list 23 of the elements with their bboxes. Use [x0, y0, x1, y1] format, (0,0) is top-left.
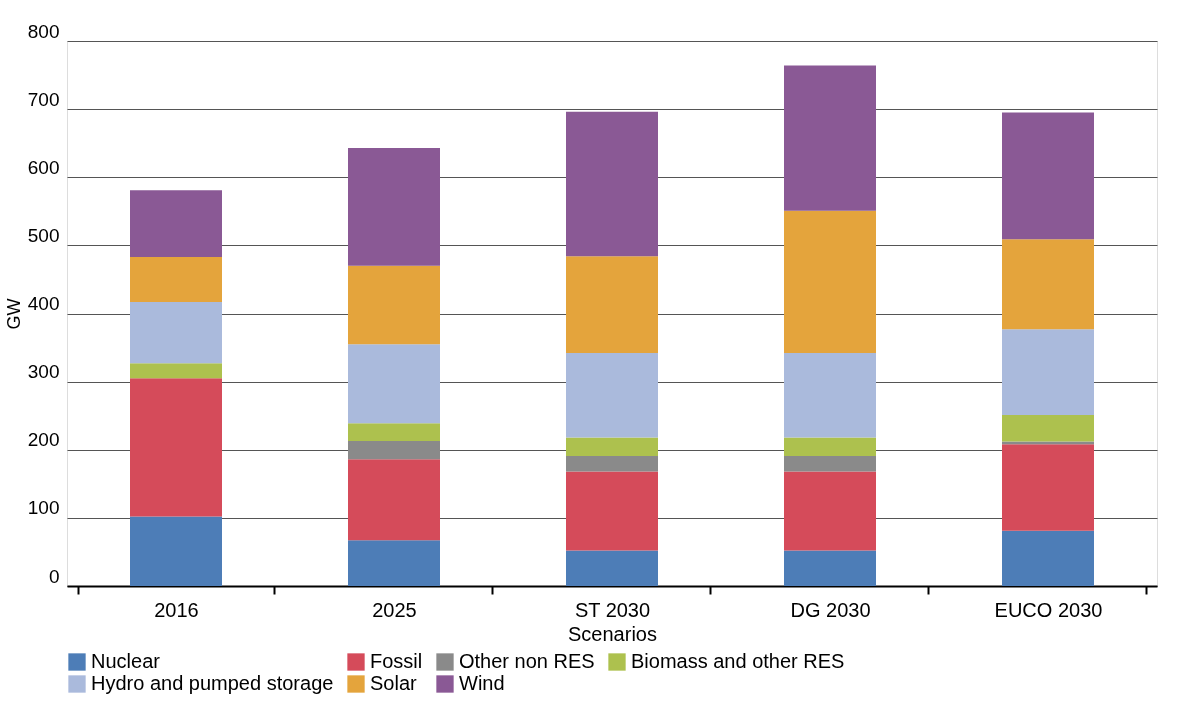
y-tick-label: 100 [27, 497, 60, 519]
legend-label: Other non RES [459, 650, 595, 672]
y-tick-label: 400 [27, 293, 60, 314]
x-tick-label: DG 2030 [790, 598, 871, 621]
legend-label: Solar [370, 672, 418, 694]
x-tick-label: 2016 [154, 598, 199, 621]
y-tick-label: 300 [27, 361, 60, 383]
x-tick-label: ST 2030 [574, 598, 651, 621]
x-tick-label: EUCO 2030 [994, 598, 1103, 621]
legend-label: Biomass and other RES [631, 650, 845, 672]
legend-label: Hydro and pumped storage [91, 672, 334, 694]
y-tick-label: 700 [27, 88, 60, 110]
y-tick-label: 800 [27, 20, 60, 42]
x-tick-label: 2025 [372, 598, 417, 621]
y-tick-label: 600 [27, 156, 60, 178]
y-tick-label: 200 [27, 429, 60, 451]
legend-label: Wind [459, 672, 505, 694]
y-tick-label: 0 [48, 565, 60, 587]
legend-label: Fossil [370, 650, 423, 672]
x-axis-title: Scenarios [568, 622, 657, 645]
y-axis-title: GW [3, 298, 24, 330]
legend-label: Nuclear [91, 650, 161, 672]
y-tick-label: 500 [27, 224, 60, 246]
